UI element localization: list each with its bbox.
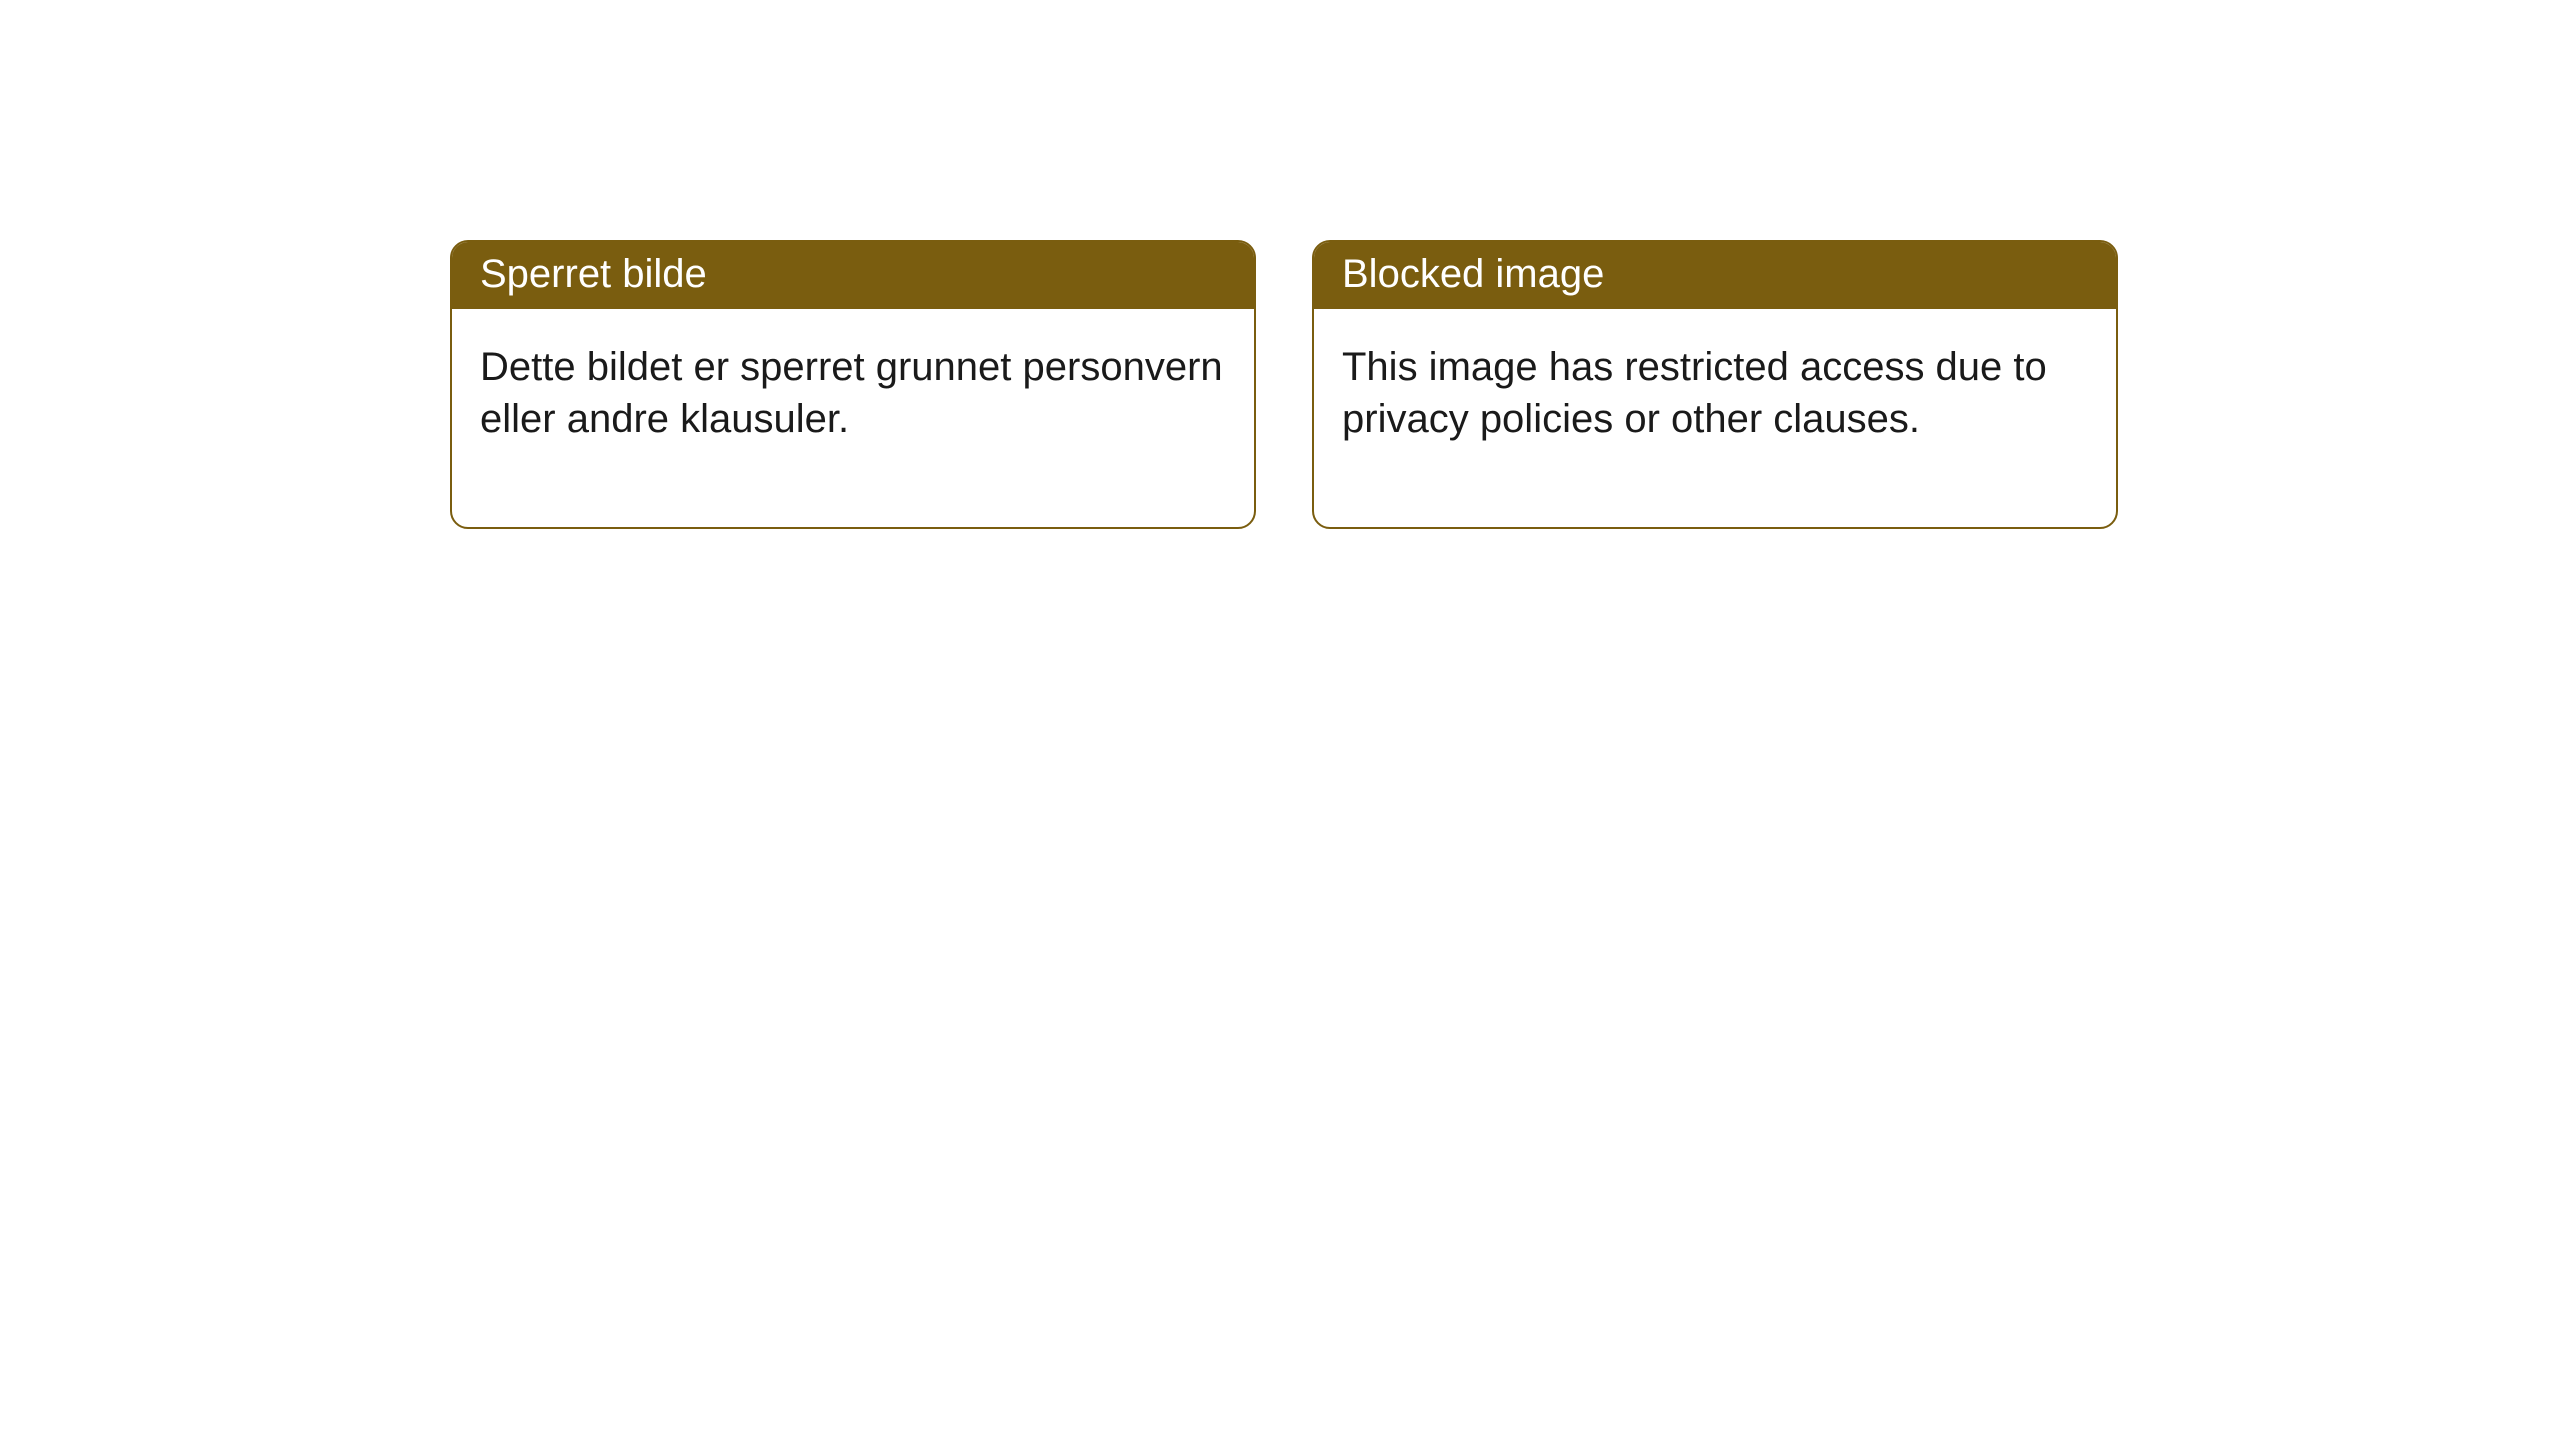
card-body-nb: Dette bildet er sperret grunnet personve… [452, 309, 1254, 527]
card-body-en: This image has restricted access due to … [1314, 309, 2116, 527]
blocked-image-cards: Sperret bilde Dette bildet er sperret gr… [450, 240, 2560, 529]
blocked-image-card-en: Blocked image This image has restricted … [1312, 240, 2118, 529]
card-header-en: Blocked image [1314, 242, 2116, 309]
card-header-nb: Sperret bilde [452, 242, 1254, 309]
blocked-image-card-nb: Sperret bilde Dette bildet er sperret gr… [450, 240, 1256, 529]
